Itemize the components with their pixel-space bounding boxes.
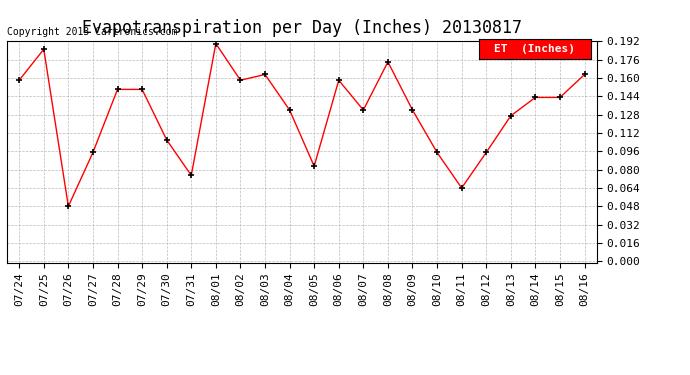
- Text: Copyright 2013 Cartronics.com: Copyright 2013 Cartronics.com: [7, 27, 177, 37]
- Title: Evapotranspiration per Day (Inches) 20130817: Evapotranspiration per Day (Inches) 2013…: [82, 20, 522, 38]
